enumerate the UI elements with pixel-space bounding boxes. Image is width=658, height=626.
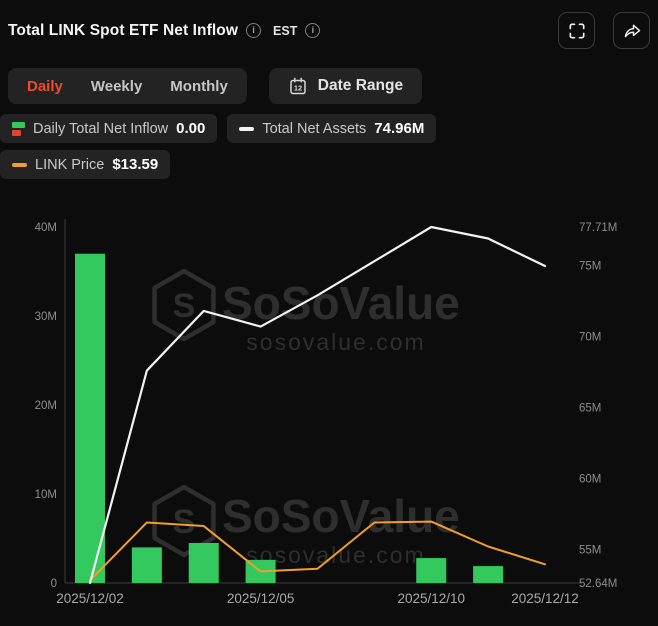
fullscreen-icon — [569, 23, 584, 39]
svg-text:S: S — [173, 503, 196, 541]
svg-text:S: S — [173, 287, 196, 325]
right-axis-tick: 70M — [579, 331, 601, 343]
right-axis-tick: 60M — [579, 473, 601, 485]
x-axis-label: 2025/12/02 — [56, 591, 124, 606]
link-price-line[interactable] — [89, 520, 546, 582]
right-axis-tick: 75M — [579, 260, 601, 272]
left-axis-tick: 20M — [35, 400, 57, 412]
legend-daily-inflow-label: Daily Total Net Inflow — [33, 120, 169, 137]
right-axis-tick: 77.71M — [579, 222, 617, 234]
calendar-icon: 12 — [290, 77, 306, 95]
tab-daily[interactable]: Daily — [13, 68, 77, 104]
controls: Daily Weekly Monthly 12 Date Range — [8, 68, 423, 104]
legend-net-assets-label: Total Net Assets — [262, 120, 367, 137]
left-axis-tick: 0 — [51, 578, 57, 590]
legend-link-price[interactable]: LINK Price $13.59 — [0, 150, 171, 179]
price-line-icon — [12, 162, 27, 167]
net-assets-line[interactable] — [88, 225, 547, 585]
inflow-chart[interactable]: S SoSoValue sosovalue.com S SoSoValue sosoval… — [0, 211, 658, 621]
share-icon — [624, 24, 640, 37]
legend-link-price-label: LINK Price — [35, 156, 105, 173]
calendar-day-number: 12 — [294, 84, 302, 93]
inflow-bar[interactable] — [188, 542, 219, 583]
inflow-bar[interactable] — [75, 253, 105, 583]
inflow-bar[interactable] — [473, 566, 504, 583]
x-axis-label: 2025/12/05 — [227, 591, 295, 606]
date-range-label: Date Range — [317, 77, 404, 94]
right-axis-tick: 52.64M — [579, 578, 617, 590]
x-axis-label: 2025/12/12 — [511, 591, 579, 606]
right-axis-tick: 65M — [579, 402, 601, 414]
legend-net-assets-value: 74.96M — [374, 120, 425, 137]
legend-link-price-value: $13.59 — [112, 156, 159, 173]
watermark-brand: SoSoValue — [222, 277, 460, 329]
page-title: Total LINK Spot ETF Net Inflow — [8, 21, 239, 39]
info-icon[interactable]: i — [246, 23, 262, 38]
watermark-domain: sosovalue.com — [246, 329, 425, 355]
inflow-bars-icon — [12, 121, 25, 136]
right-axis-tick: 55M — [579, 544, 601, 556]
inflow-bar[interactable] — [131, 547, 162, 583]
share-button[interactable] — [613, 12, 650, 49]
date-range-button[interactable]: 12 Date Range — [268, 68, 423, 104]
interval-tabs: Daily Weekly Monthly — [8, 68, 247, 104]
legend-row-2: LINK Price $13.59 — [0, 150, 171, 179]
header: Total LINK Spot ETF Net Inflow i EST i — [8, 12, 650, 49]
inflow-bar[interactable] — [416, 558, 447, 583]
tab-weekly[interactable]: Weekly — [77, 68, 156, 104]
tab-monthly[interactable]: Monthly — [156, 68, 242, 104]
watermark-brand: SoSoValue — [222, 490, 460, 542]
timezone-label: EST — [273, 23, 298, 38]
net-assets-line-icon — [239, 126, 255, 131]
legend-daily-inflow[interactable]: Daily Total Net Inflow 0.00 — [0, 114, 218, 143]
x-axis-label: 2025/12/10 — [397, 591, 465, 606]
est-info-icon[interactable]: i — [305, 23, 321, 38]
legend-net-assets[interactable]: Total Net Assets 74.96M — [227, 114, 437, 143]
left-axis-tick: 40M — [35, 222, 57, 234]
fullscreen-button[interactable] — [558, 12, 595, 49]
legend-daily-inflow-value: 0.00 — [176, 120, 206, 137]
left-axis-tick: 10M — [35, 489, 57, 501]
left-axis-tick: 30M — [35, 311, 57, 323]
header-actions — [558, 12, 650, 49]
legend-row-1: Daily Total Net Inflow 0.00 Total Net As… — [0, 114, 437, 143]
